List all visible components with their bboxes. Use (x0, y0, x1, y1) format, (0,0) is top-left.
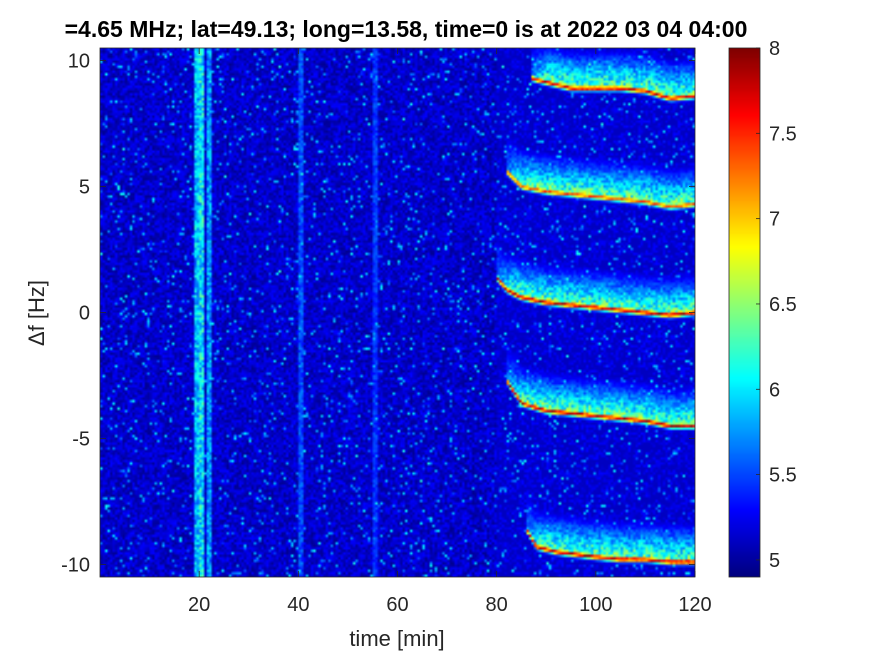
y-tick-label: 5 (79, 177, 90, 199)
colorbar-ticks: 8 7.5 7 6.5 6 5.5 5 (756, 38, 797, 572)
colorbar-tick-label: 7.5 (769, 123, 797, 145)
y-axis-label: Δf [Hz] (24, 280, 49, 346)
y-axis-ticks: 10 5 0 -5 -10 (61, 51, 695, 576)
y-tick-label: 0 (79, 303, 90, 325)
heatmap-image (100, 48, 695, 577)
y-tick-label: 10 (68, 51, 90, 73)
colorbar-tick-label: 8 (769, 38, 780, 60)
colorbar-tick-label: 7 (769, 209, 780, 231)
y-tick-label: -10 (61, 554, 90, 576)
x-tick-label: 20 (188, 594, 210, 616)
x-tick-label: 120 (678, 594, 711, 616)
x-tick-label: 40 (287, 594, 309, 616)
x-tick-label: 80 (486, 594, 508, 616)
colorbar-gradient (729, 48, 760, 577)
x-tick-label: 100 (579, 594, 612, 616)
x-axis-ticks: 20 40 60 80 100 120 (188, 48, 712, 616)
x-axis-label: time [min] (349, 626, 444, 651)
colorbar-tick-label: 5.5 (769, 465, 797, 487)
chart-title: =4.65 MHz; lat=49.13; long=13.58, time=0… (65, 16, 748, 42)
colorbar-tick-label: 6 (769, 379, 780, 401)
colorbar: 8 7.5 7 6.5 6 5.5 5 (728, 38, 797, 578)
y-tick-label: -5 (72, 428, 90, 450)
colorbar-tick-label: 6.5 (769, 294, 797, 316)
plot-area: 20 40 60 80 100 120 10 5 0 -5 -10 (61, 47, 712, 616)
colorbar-tick-label: 5 (769, 550, 780, 572)
colorbar-frame (728, 47, 761, 578)
x-tick-label: 60 (386, 594, 408, 616)
